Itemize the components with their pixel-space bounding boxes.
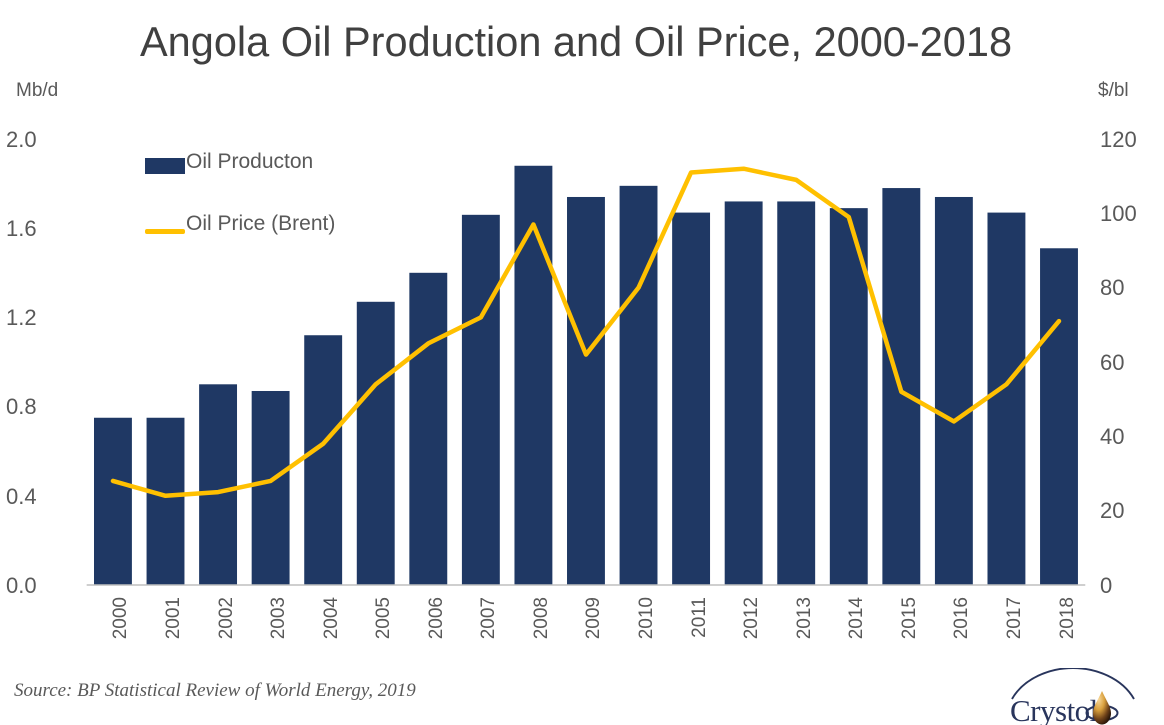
svg-text:Crystol: Crystol [1010, 693, 1098, 725]
